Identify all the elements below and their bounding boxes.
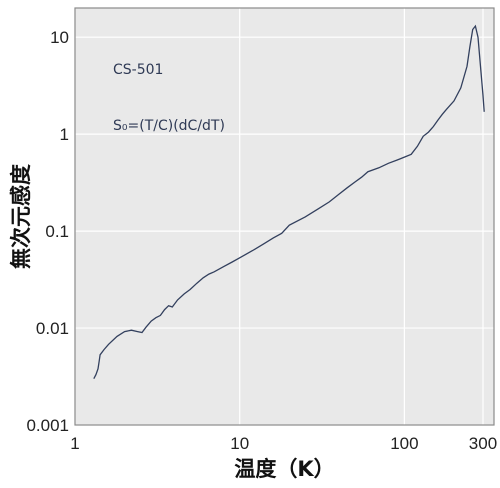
annotation-formula: S₀=(T/C)(dC/dT)	[113, 118, 225, 134]
y-tick-label: 1	[60, 125, 69, 144]
tick-labels: 1 10 100 300 0.001 0.01 0.1 1 10	[26, 28, 497, 453]
plot-area	[75, 8, 494, 425]
y-tick-label: 0.001	[26, 416, 69, 435]
y-tick-label: 10	[50, 28, 69, 47]
x-tick-label: 10	[230, 434, 249, 453]
x-axis-label: 温度（K）	[234, 457, 334, 481]
plot-frame	[74, 7, 495, 426]
x-tick-label: 300	[469, 434, 497, 453]
y-axis-label: 無次元感度	[9, 164, 33, 269]
x-tick-label: 100	[390, 434, 418, 453]
annotation-product: CS-501	[113, 62, 163, 78]
y-tick-label: 0.1	[45, 222, 69, 241]
x-tick-label: 1	[70, 434, 79, 453]
y-tick-label: 0.01	[36, 319, 69, 338]
series-line	[93, 24, 485, 380]
